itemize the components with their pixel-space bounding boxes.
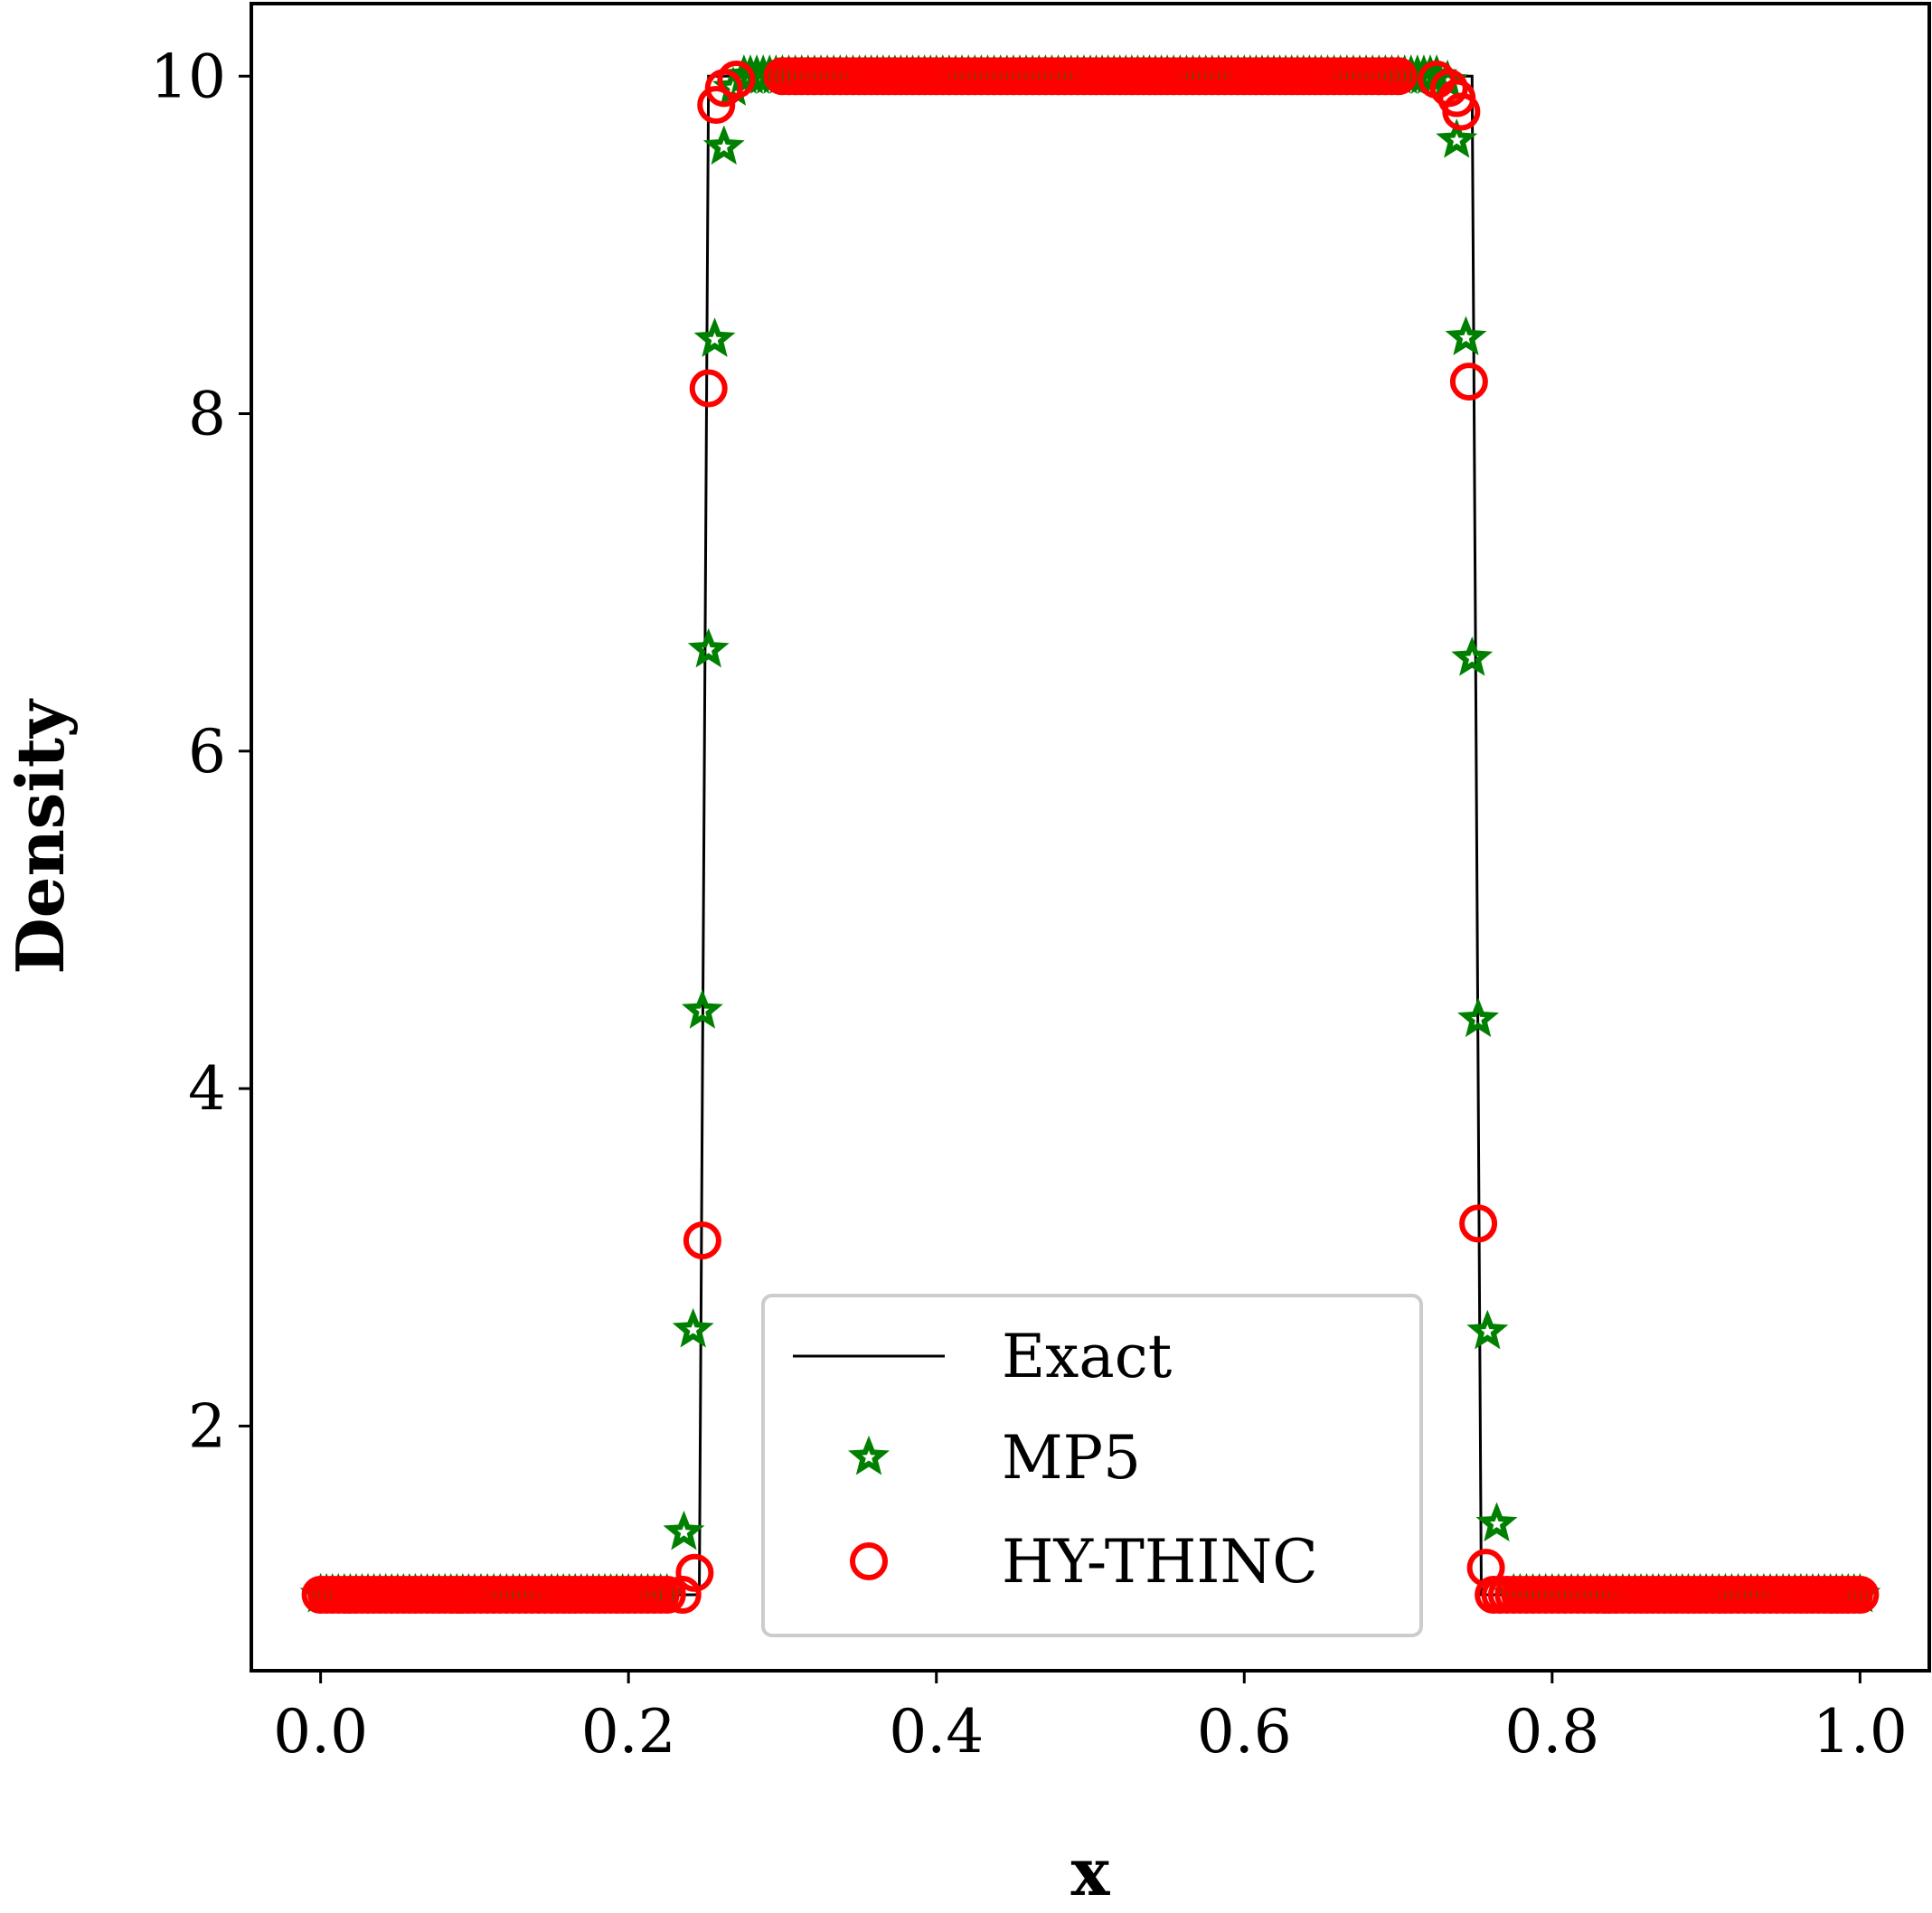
legend-mp5-swatch — [848, 1435, 890, 1475]
hy-thinc-point — [647, 1576, 686, 1615]
mp5-point — [1457, 997, 1500, 1038]
plot-layer — [299, 54, 1881, 1615]
hy-thinc-point — [1442, 92, 1481, 131]
hy-thinc-point — [1841, 1576, 1880, 1615]
mp5-point — [663, 1510, 705, 1550]
y-tick-label: 8 — [188, 380, 226, 449]
y-tick-label: 4 — [188, 1054, 226, 1124]
hy-thinc-point — [689, 369, 728, 408]
mp5-point — [1475, 1502, 1518, 1542]
legend-hy-thinc-label: HY-THINC — [1002, 1527, 1318, 1597]
mp5-point — [693, 317, 736, 357]
ticks-layer: 0.0 0.2 0.4 0.6 0.8 1.0 2 4 6 8 10 — [150, 42, 1908, 1767]
legend-box — [761, 1294, 1423, 1637]
y-tick-label: 2 — [188, 1391, 226, 1461]
x-tick-label: 0.8 — [1504, 1697, 1599, 1767]
hy-thinc-point — [717, 60, 756, 99]
mp5-point — [1466, 1309, 1509, 1350]
mp5-point — [672, 1307, 714, 1348]
hy-thinc-point — [1379, 57, 1418, 96]
y-tick-label: 6 — [188, 717, 226, 787]
axes-frame — [250, 2, 1931, 1673]
mp5-point — [687, 627, 730, 668]
legend-items: Exact MP5 HY-THINC — [793, 1322, 1318, 1597]
legend-exact-label: Exact — [1002, 1322, 1172, 1391]
mp5-point — [1445, 316, 1487, 356]
y-axis-title: Density — [2, 698, 79, 975]
x-tick-label: 0.6 — [1197, 1697, 1292, 1767]
y-tick-label: 10 — [150, 42, 226, 111]
x-axis-title: x — [1071, 1833, 1111, 1910]
mp5-point — [681, 989, 723, 1029]
x-tick-label: 0.2 — [581, 1697, 676, 1767]
hy-thinc-point — [683, 1221, 721, 1260]
hy-thinc-point — [1449, 363, 1488, 401]
x-tick-label: 0.4 — [889, 1697, 984, 1767]
mp5-point — [702, 125, 745, 165]
mp5-point — [1436, 118, 1478, 158]
legend-mp5-label: MP5 — [1002, 1423, 1141, 1493]
x-tick-label: 0.0 — [273, 1697, 368, 1767]
x-tick-label: 1.0 — [1813, 1697, 1908, 1767]
legend: Exact MP5 HY-THINC — [761, 1294, 1423, 1637]
hy-thinc-point — [663, 1576, 702, 1615]
legend-hy-thinc-swatch — [850, 1542, 888, 1580]
hy-thinc-point — [1459, 1204, 1498, 1243]
mp5-point — [1451, 636, 1494, 676]
hy-thinc-point — [675, 1553, 714, 1592]
